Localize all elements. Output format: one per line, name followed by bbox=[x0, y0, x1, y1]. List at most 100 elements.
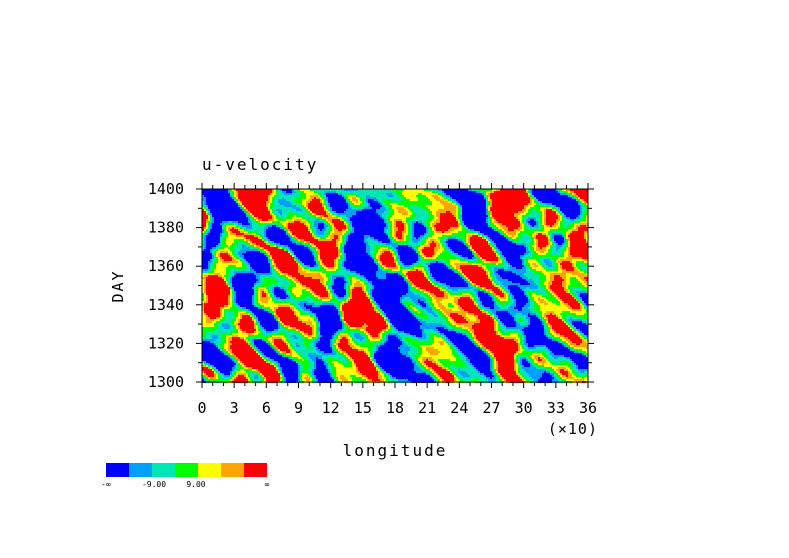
contour-cell bbox=[254, 317, 256, 319]
contour-cell bbox=[564, 255, 568, 257]
contour-cell bbox=[346, 299, 348, 301]
contour-cell bbox=[468, 245, 470, 247]
contour-cell bbox=[256, 319, 258, 321]
contour-cell bbox=[256, 281, 260, 283]
contour-cell bbox=[312, 199, 320, 201]
contour-cell bbox=[510, 265, 512, 267]
contour-cell bbox=[502, 231, 504, 233]
contour-cell bbox=[288, 329, 296, 331]
contour-cell bbox=[544, 319, 546, 321]
contour-cell bbox=[312, 291, 314, 293]
contour-cell bbox=[562, 301, 564, 303]
contour-cell bbox=[458, 299, 472, 301]
contour-cell bbox=[314, 221, 324, 223]
contour-cell bbox=[494, 315, 496, 317]
contour-cell bbox=[398, 337, 402, 339]
contour-cell bbox=[352, 229, 354, 231]
contour-cell bbox=[346, 281, 348, 283]
contour-cell bbox=[362, 201, 364, 203]
contour-cell bbox=[458, 301, 474, 303]
contour-cell bbox=[580, 303, 582, 305]
contour-cell bbox=[214, 251, 216, 253]
contour-cell bbox=[294, 311, 296, 313]
contour-cell bbox=[430, 227, 432, 229]
contour-cell bbox=[292, 327, 296, 329]
contour-cell bbox=[310, 201, 320, 203]
contour-cell bbox=[532, 235, 534, 237]
contour-cell bbox=[492, 273, 494, 275]
contour-cell bbox=[526, 265, 528, 267]
contour-cell bbox=[550, 245, 552, 247]
contour-cell bbox=[326, 223, 328, 225]
contour-cell bbox=[480, 285, 494, 287]
contour-cell bbox=[212, 213, 246, 215]
contour-cell bbox=[544, 217, 546, 219]
contour-cell bbox=[500, 323, 502, 325]
contour-cell bbox=[516, 273, 524, 275]
contour-cell bbox=[292, 295, 296, 297]
contour-cell bbox=[306, 265, 310, 267]
contour-cell bbox=[224, 275, 228, 277]
contour-cell bbox=[208, 301, 228, 303]
contour-cell bbox=[222, 231, 224, 233]
contour-cell bbox=[520, 219, 522, 221]
contour-cell bbox=[258, 301, 262, 303]
contour-cell bbox=[264, 289, 268, 291]
contour-cell bbox=[356, 213, 378, 215]
contour-cell bbox=[456, 269, 458, 271]
contour-cell bbox=[488, 291, 490, 293]
contour-cell bbox=[462, 293, 470, 295]
contour-cell bbox=[446, 335, 466, 337]
contour-cell bbox=[354, 287, 362, 289]
contour-cell bbox=[268, 209, 270, 211]
contour-cell bbox=[544, 287, 546, 289]
contour-cell bbox=[412, 229, 414, 231]
contour-cell bbox=[520, 329, 522, 331]
contour-cell bbox=[466, 315, 474, 317]
contour-cell bbox=[238, 331, 242, 333]
contour-cell bbox=[278, 191, 282, 193]
contour-cell bbox=[370, 299, 372, 301]
contour-cell bbox=[586, 323, 588, 325]
contour-cell bbox=[568, 337, 580, 339]
contour-cell bbox=[434, 303, 438, 305]
contour-cell bbox=[218, 275, 222, 277]
contour-cell bbox=[490, 213, 492, 215]
contour-cell bbox=[496, 331, 498, 333]
contour-cell bbox=[548, 335, 552, 337]
contour-cell bbox=[332, 213, 334, 215]
contour-cell bbox=[284, 339, 286, 341]
contour-cell bbox=[320, 229, 322, 231]
contour-cell bbox=[264, 229, 266, 231]
contour-cell bbox=[332, 239, 336, 241]
contour-cell bbox=[302, 261, 316, 263]
contour-cell bbox=[572, 289, 586, 291]
contour-cell bbox=[456, 303, 458, 305]
contour-cell bbox=[450, 199, 454, 201]
contour-cell bbox=[440, 333, 444, 335]
contour-cell bbox=[202, 277, 206, 279]
contour-cell bbox=[530, 207, 540, 209]
contour-cell bbox=[230, 297, 232, 299]
contour-cell bbox=[568, 233, 570, 235]
contour-cell bbox=[308, 337, 312, 339]
contour-cell bbox=[252, 213, 270, 215]
contour-cell bbox=[480, 297, 492, 299]
contour-cell bbox=[242, 263, 246, 265]
contour-cell bbox=[292, 207, 300, 209]
contour-cell bbox=[398, 265, 400, 267]
contour-cell bbox=[202, 231, 204, 233]
contour-cell bbox=[416, 261, 418, 263]
contour-cell bbox=[262, 295, 266, 297]
contour-cell bbox=[444, 339, 446, 341]
contour-cell bbox=[230, 325, 234, 327]
contour-cell bbox=[486, 289, 488, 291]
contour-cell bbox=[238, 195, 268, 197]
contour-cell bbox=[264, 291, 266, 293]
contour-cell bbox=[544, 299, 548, 301]
contour-cell bbox=[362, 339, 368, 341]
contour-cell bbox=[220, 237, 224, 239]
contour-cell bbox=[364, 291, 366, 293]
contour-cell bbox=[504, 259, 506, 261]
